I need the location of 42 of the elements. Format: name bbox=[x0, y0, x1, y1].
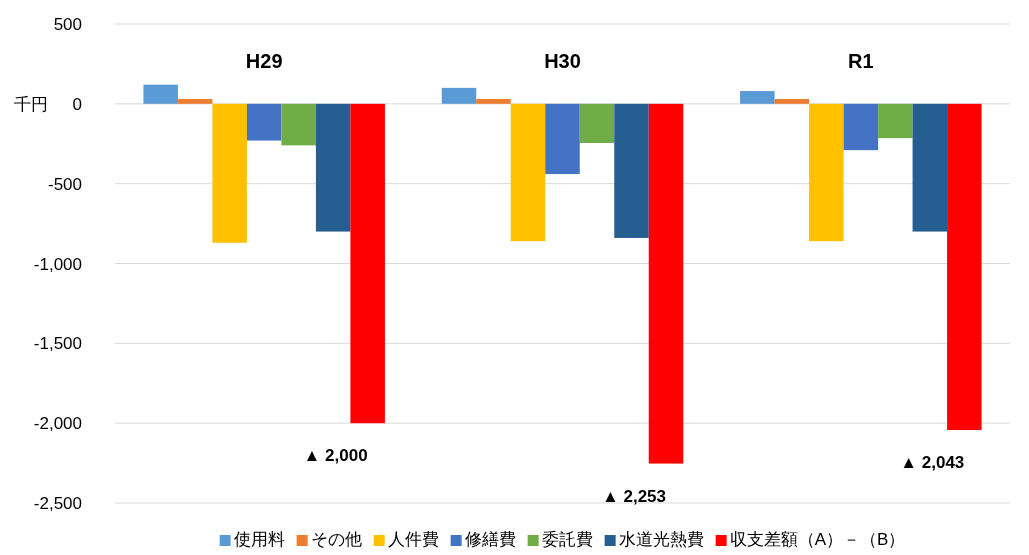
annotation: ▲ 2,043 bbox=[900, 453, 965, 473]
bar bbox=[441, 87, 477, 104]
legend-label: 水道光熱費 bbox=[618, 530, 704, 549]
legend-label: その他 bbox=[310, 530, 362, 549]
legend-label: 収支差額（A）－（B） bbox=[729, 530, 906, 549]
bar bbox=[579, 103, 615, 143]
y-tick-label: -2,500 bbox=[33, 494, 82, 513]
bar bbox=[476, 99, 511, 104]
y-tick-label: -1,500 bbox=[33, 334, 82, 354]
annotation: ▲ 2,253 bbox=[601, 486, 666, 506]
bar bbox=[740, 91, 775, 104]
bar bbox=[315, 103, 351, 232]
bar bbox=[281, 103, 316, 146]
y-axis-title: 千円 bbox=[14, 94, 48, 114]
annotation: ▲ 2,000 bbox=[303, 446, 368, 466]
legend-label: 修繕費 bbox=[464, 530, 516, 549]
legend-label: 人件費 bbox=[387, 530, 439, 549]
y-tick-label: -2,000 bbox=[33, 414, 82, 434]
bar bbox=[774, 99, 810, 104]
bar bbox=[143, 84, 178, 104]
bar bbox=[614, 103, 649, 238]
bar bbox=[212, 103, 247, 243]
legend-label: 委託費 bbox=[541, 530, 593, 549]
bar bbox=[545, 103, 580, 175]
bar bbox=[648, 103, 684, 464]
y-tick-label: 500 bbox=[53, 15, 82, 34]
y-tick-label: -500 bbox=[47, 174, 82, 194]
legend-label: 使用料 bbox=[233, 530, 285, 549]
bar bbox=[878, 103, 913, 139]
bar bbox=[843, 103, 879, 151]
y-tick-label: 0 bbox=[72, 94, 82, 114]
x-tick-label: R1 bbox=[848, 50, 874, 72]
bar bbox=[912, 103, 948, 232]
bar bbox=[246, 103, 282, 141]
bar bbox=[947, 103, 982, 431]
y-tick-label: -1,000 bbox=[33, 254, 82, 274]
x-tick-label: H30 bbox=[544, 50, 581, 72]
bar bbox=[177, 99, 213, 104]
bar bbox=[350, 103, 385, 424]
bar bbox=[510, 103, 546, 242]
bar bbox=[809, 103, 844, 242]
x-tick-label: H29 bbox=[245, 50, 283, 72]
